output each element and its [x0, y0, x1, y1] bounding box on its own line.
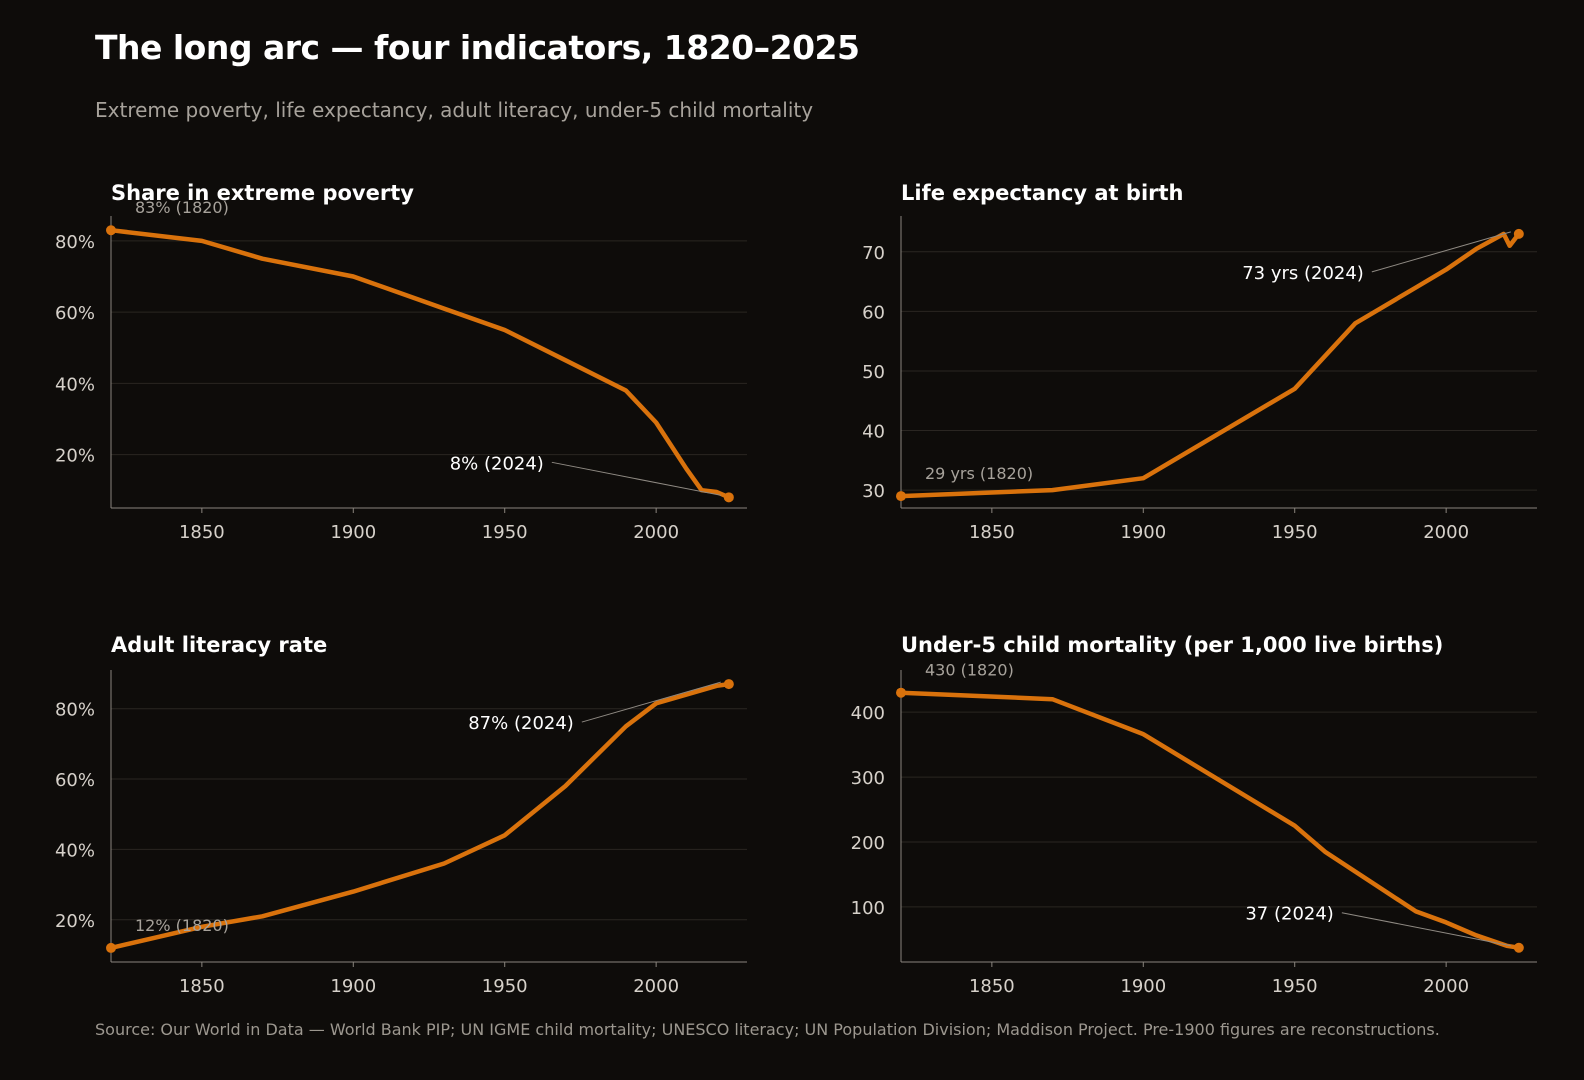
y-tick-label: 100	[851, 898, 885, 919]
chart-panel-mortality: Under-5 child mortality (per 1,000 live …	[851, 633, 1537, 997]
end-point	[723, 492, 734, 503]
y-tick-label: 70	[862, 243, 885, 264]
series-line-literacy	[108, 681, 732, 951]
y-tick-label: 400	[851, 703, 885, 724]
annotation-leader-line	[581, 681, 721, 723]
x-tick-label: 2000	[633, 522, 679, 543]
annotation-leader-line	[551, 461, 721, 496]
y-tick-label: 30	[862, 481, 885, 502]
chart-title: Adult literacy rate	[111, 633, 327, 657]
series-line-life	[898, 231, 1522, 499]
source-note: Source: Our World in Data — World Bank P…	[95, 1020, 1440, 1039]
x-tick-label: 1900	[330, 522, 376, 543]
y-tick-label: 50	[862, 362, 885, 383]
start-annotation: 12% (1820)	[135, 916, 229, 935]
x-tick-label: 2000	[1423, 976, 1469, 997]
y-tick-label: 80%	[55, 232, 95, 253]
x-tick-label: 1850	[969, 522, 1015, 543]
start-point	[896, 491, 906, 502]
y-tick-label: 60	[862, 302, 885, 323]
x-tick-label: 1850	[179, 976, 225, 997]
page-subtitle: Extreme poverty, life expectancy, adult …	[95, 98, 814, 122]
annotation-leader-line	[1341, 912, 1511, 947]
y-tick-label: 20%	[55, 446, 95, 467]
start-annotation: 83% (1820)	[135, 198, 229, 217]
x-tick-label: 2000	[633, 976, 679, 997]
end-point	[1513, 228, 1524, 239]
x-tick-label: 1900	[330, 976, 376, 997]
y-tick-label: 200	[851, 833, 885, 854]
x-tick-label: 1900	[1120, 976, 1166, 997]
x-tick-label: 1950	[1272, 976, 1318, 997]
chart-title: Under-5 child mortality (per 1,000 live …	[901, 633, 1443, 657]
start-annotation: 29 yrs (1820)	[925, 464, 1033, 483]
y-tick-label: 20%	[55, 911, 95, 932]
chart-panel-literacy: Adult literacy rate 20% 40% 60% 80% 1850 1900 1…	[55, 633, 747, 997]
end-annotation: 8% (2024)	[450, 453, 544, 474]
y-tick-label: 40	[862, 422, 885, 443]
x-tick-label: 1850	[969, 976, 1015, 997]
start-point	[106, 942, 116, 953]
x-tick-label: 2000	[1423, 522, 1469, 543]
series-line-mortality	[898, 690, 1522, 950]
y-tick-label: 80%	[55, 700, 95, 721]
end-annotation: 73 yrs (2024)	[1242, 263, 1364, 284]
y-tick-label: 300	[851, 768, 885, 789]
x-tick-label: 1950	[482, 976, 528, 997]
start-point	[106, 225, 116, 236]
x-tick-label: 1950	[482, 522, 528, 543]
y-tick-label: 40%	[55, 840, 95, 861]
start-annotation: 430 (1820)	[925, 661, 1014, 680]
chart-panel-life: Life expectancy at birth 30 40 50 60 70 1850 19…	[862, 181, 1537, 543]
x-tick-label: 1950	[1272, 522, 1318, 543]
end-annotation: 87% (2024)	[468, 713, 574, 734]
y-tick-label: 40%	[55, 374, 95, 395]
start-point	[896, 687, 906, 698]
end-point	[1513, 942, 1524, 953]
chart-title: Share in extreme poverty	[111, 181, 414, 205]
page-title: The long arc — four indicators, 1820–202…	[95, 28, 860, 67]
y-tick-label: 60%	[55, 770, 95, 791]
chart-panel-poverty: Share in extreme poverty 20% 40% 60% 80% 1850…	[55, 181, 747, 543]
end-annotation: 37 (2024)	[1245, 904, 1333, 925]
x-tick-label: 1900	[1120, 522, 1166, 543]
y-tick-label: 60%	[55, 303, 95, 324]
annotation-leader-line	[1371, 231, 1511, 273]
series-line-poverty	[108, 227, 732, 500]
end-point	[723, 679, 734, 690]
x-tick-label: 1850	[179, 522, 225, 543]
chart-title: Life expectancy at birth	[901, 181, 1184, 205]
